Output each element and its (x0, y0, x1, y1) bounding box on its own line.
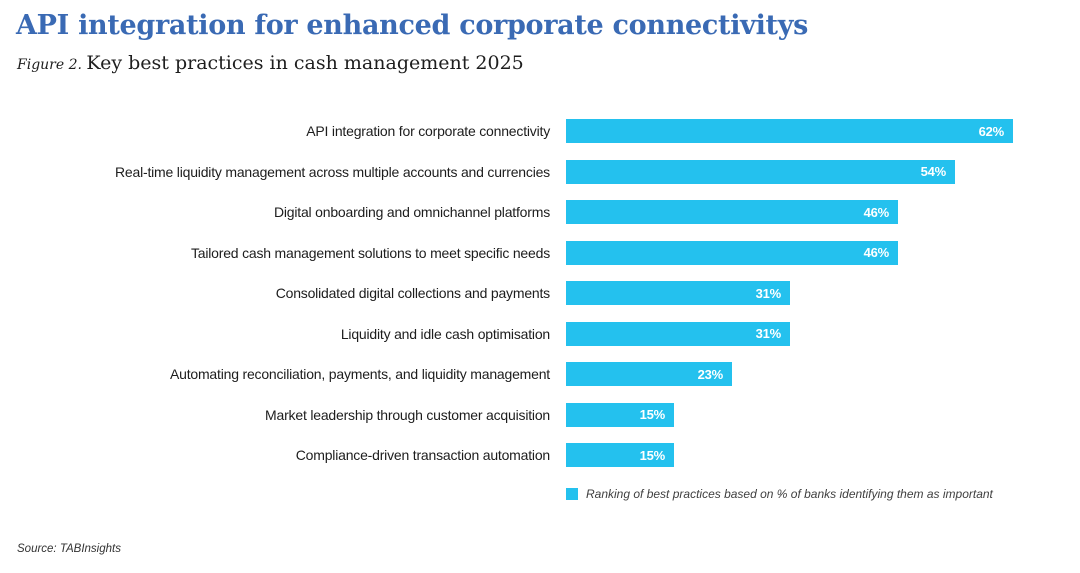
value-label: 23% (697, 366, 724, 382)
bar: 31% (566, 321, 790, 346)
figure-subtitle: Figure 2. Key best practices in cash man… (17, 52, 524, 74)
chart-row: Compliance-driven transaction automation… (0, 435, 1080, 476)
page-title: API integration for enhanced corporate c… (16, 10, 808, 41)
bar: 31% (566, 281, 790, 306)
bar: 62% (566, 119, 1013, 144)
value-label: 54% (920, 164, 947, 180)
category-label: Automating reconciliation, payments, and… (169, 366, 550, 383)
bar-area: 15% (566, 443, 1080, 468)
value-label: 15% (639, 407, 666, 423)
category-label: Compliance-driven transaction automation (295, 447, 550, 464)
category-label: Digital onboarding and omnichannel platf… (273, 204, 550, 221)
bar: 15% (566, 443, 674, 468)
bar-area: 54% (566, 159, 1080, 184)
value-label: 46% (863, 245, 890, 261)
category-label: Tailored cash management solutions to me… (190, 244, 550, 261)
value-label: 15% (639, 447, 666, 463)
bar: 54% (566, 159, 955, 184)
source-note: Source: TABInsights (17, 543, 121, 555)
bar-chart: API integration for corporate connectivi… (0, 111, 1080, 476)
chart-row: API integration for corporate connectivi… (0, 111, 1080, 152)
category-label: Real-time liquidity management across mu… (115, 163, 550, 180)
chart-row: Market leadership through customer acqui… (0, 395, 1080, 436)
figure-label: Figure 2. (17, 57, 82, 73)
category-label: API integration for corporate connectivi… (306, 123, 550, 140)
bar-area: 31% (566, 281, 1080, 306)
bar: 46% (566, 200, 898, 225)
bar: 15% (566, 402, 674, 427)
chart-row: Automating reconciliation, payments, and… (0, 354, 1080, 395)
chart-row: Tailored cash management solutions to me… (0, 233, 1080, 274)
chart-row: Liquidity and idle cash optimisation 31% (0, 314, 1080, 355)
bar: 46% (566, 240, 898, 265)
bar-area: 62% (566, 119, 1080, 144)
chart-row: Consolidated digital collections and pay… (0, 273, 1080, 314)
value-label: 31% (755, 285, 782, 301)
category-label: Liquidity and idle cash optimisation (340, 325, 550, 342)
bar-area: 23% (566, 362, 1080, 387)
value-label: 46% (863, 204, 890, 220)
legend-label: Ranking of best practices based on % of … (586, 487, 993, 501)
value-label: 31% (755, 326, 782, 342)
legend-swatch-icon (566, 488, 578, 500)
bar-area: 46% (566, 200, 1080, 225)
bar: 23% (566, 362, 732, 387)
chart-row: Real-time liquidity management across mu… (0, 152, 1080, 193)
chart-legend: Ranking of best practices based on % of … (566, 487, 993, 501)
bar-area: 15% (566, 402, 1080, 427)
category-label: Market leadership through customer acqui… (265, 406, 550, 423)
value-label: 62% (978, 123, 1005, 139)
bar-area: 31% (566, 321, 1080, 346)
chart-row: Digital onboarding and omnichannel platf… (0, 192, 1080, 233)
category-label: Consolidated digital collections and pay… (275, 285, 550, 302)
subtitle-text: Key best practices in cash management 20… (86, 52, 524, 74)
bar-area: 46% (566, 240, 1080, 265)
